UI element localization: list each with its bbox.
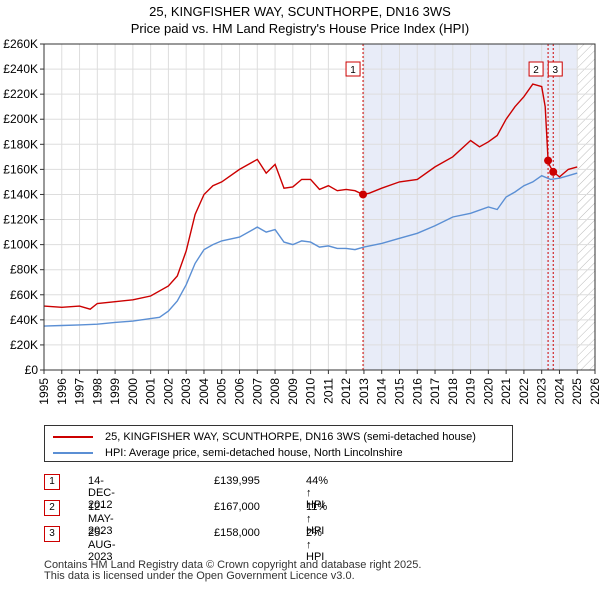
x-tick-label: 2022 — [517, 378, 531, 405]
sale-marker-box — [345, 61, 361, 77]
sale-markers: 1 2 3 — [345, 61, 563, 199]
y-tick-label: £180K — [3, 137, 38, 151]
y-tick-label: £60K — [10, 288, 38, 302]
y-tick-label: £80K — [10, 263, 38, 277]
forecast-hatched-region — [577, 44, 595, 370]
sale-point — [549, 167, 558, 176]
sale-number-badge: 3 — [44, 526, 60, 542]
sale-point — [544, 156, 553, 165]
x-tick-label: 2021 — [499, 378, 513, 405]
legend-swatch-blue — [53, 452, 93, 454]
x-tick-label: 2007 — [250, 378, 264, 405]
x-tick-label: 1995 — [37, 378, 51, 405]
price-chart: 25, KINGFISHER WAY, SCUNTHORPE, DN16 3WS… — [3, 4, 600, 405]
y-axis: £0 £20K £40K £60K £80K £100K £120K £140K £160K £1… — [3, 37, 44, 377]
legend: 25, KINGFISHER WAY, SCUNTHORPE, DN16 3WS… — [44, 425, 513, 462]
x-tick-label: 2002 — [161, 378, 175, 405]
y-tick-label: £40K — [10, 313, 38, 327]
y-tick-label: £0 — [25, 363, 39, 377]
footer-copyright: Contains HM Land Registry data © Crown c… — [44, 559, 422, 571]
sale-number-badge: 1 — [44, 474, 60, 490]
x-tick-label: 1999 — [108, 378, 122, 405]
sale-price: £158,000 — [214, 527, 260, 539]
x-tick-label: 2004 — [197, 378, 211, 405]
y-tick-label: £240K — [3, 62, 38, 76]
x-tick-label: 2015 — [392, 378, 406, 405]
sale-hpi-change: 2% ↑ HPI — [306, 527, 325, 563]
x-tick-label: 2005 — [215, 378, 229, 405]
x-tick-label: 2006 — [233, 378, 247, 405]
legend-item-hpi: HPI: Average price, semi-detached house,… — [53, 447, 403, 459]
footer: Contains HM Land Registry data © Crown c… — [44, 560, 421, 582]
y-tick-label: £20K — [10, 338, 38, 352]
price-paid-line — [43, 83, 578, 310]
x-tick-label: 2013 — [357, 378, 371, 405]
x-tick-label: 2012 — [339, 378, 353, 405]
x-tick-label: 2003 — [179, 378, 193, 405]
y-tick-label: £220K — [3, 87, 38, 101]
y-tick-label: £100K — [3, 238, 38, 252]
sale-marker-box — [528, 61, 544, 77]
y-tick-label: £160K — [3, 162, 38, 176]
legend-label-hpi: HPI: Average price, semi-detached house,… — [105, 447, 403, 459]
sale-hpi-change: 11% ↑ HPI — [306, 501, 328, 537]
x-tick-label: 2016 — [410, 378, 424, 405]
chart-subtitle: Price paid vs. HM Land Registry's House … — [131, 21, 469, 36]
sale-date: 25-AUG-2023 — [88, 527, 116, 563]
x-tick-label: 2026 — [588, 378, 600, 405]
sale-point — [359, 190, 368, 199]
legend-swatch-red — [53, 436, 93, 438]
x-tick-label: 2025 — [570, 378, 584, 405]
x-tick-label: 2024 — [552, 378, 566, 405]
hpi-line — [43, 172, 578, 327]
sale-number-badge: 2 — [44, 500, 60, 516]
legend-label-price: 25, KINGFISHER WAY, SCUNTHORPE, DN16 3WS… — [105, 431, 476, 443]
x-tick-label: 2017 — [428, 378, 442, 405]
x-tick-label: 2014 — [375, 378, 389, 405]
x-tick-label: 2009 — [286, 378, 300, 405]
x-tick-label: 2001 — [144, 378, 158, 405]
grid — [43, 43, 596, 371]
sale-marker-label: 1 — [350, 65, 356, 76]
x-tick-label: 1997 — [73, 378, 87, 405]
x-axis: 1995 1996 1997 1998 1999 2000 2001 2002 2003 2004… — [37, 370, 600, 405]
chart-title: 25, KINGFISHER WAY, SCUNTHORPE, DN16 3WS — [149, 4, 451, 19]
sale-marker-label: 2 — [533, 65, 539, 76]
x-tick-label: 2000 — [126, 378, 140, 405]
sale-marker-box — [547, 61, 563, 77]
sale-date: 14-DEC-2012 — [88, 475, 115, 511]
x-tick-label: 2020 — [481, 378, 495, 405]
x-tick-label: 1996 — [55, 378, 69, 405]
x-tick-label: 2008 — [268, 378, 282, 405]
footer-licence: This data is licensed under the Open Gov… — [44, 570, 355, 582]
x-tick-label: 2023 — [535, 378, 549, 405]
sale-price: £139,995 — [214, 475, 260, 487]
x-tick-label: 2011 — [321, 378, 335, 404]
x-tick-label: 2018 — [446, 378, 460, 405]
sale-price: £167,000 — [214, 501, 260, 513]
x-tick-label: 1998 — [90, 378, 104, 405]
sale-date: 12-MAY-2023 — [88, 501, 114, 537]
sale-hpi-change: 44% ↑ HPI — [306, 475, 329, 511]
y-tick-label: £120K — [3, 213, 38, 227]
x-tick-label: 2010 — [304, 378, 318, 405]
y-tick-label: £260K — [3, 37, 38, 51]
y-tick-label: £200K — [3, 112, 38, 126]
sale-marker-label: 3 — [552, 65, 558, 76]
legend-item-price: 25, KINGFISHER WAY, SCUNTHORPE, DN16 3WS… — [53, 431, 476, 443]
x-tick-label: 2019 — [464, 378, 478, 405]
y-tick-label: £140K — [3, 187, 38, 201]
plot-frame — [43, 43, 596, 371]
